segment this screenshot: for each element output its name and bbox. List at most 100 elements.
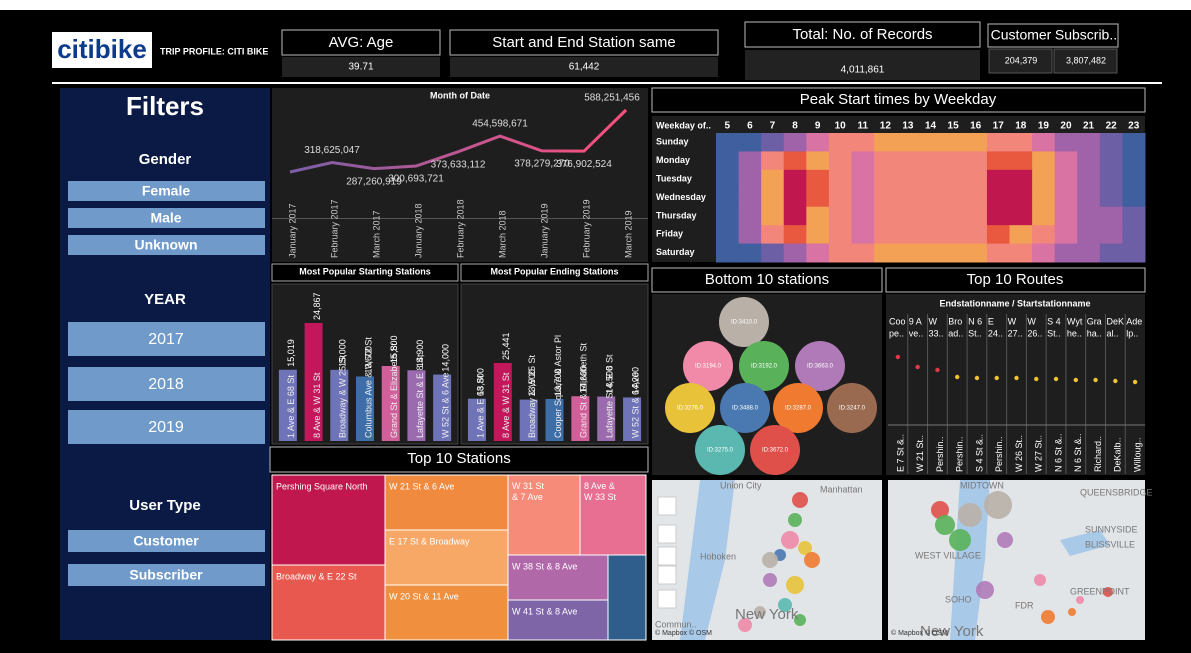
route-dot: [935, 367, 940, 373]
map-bubble: [976, 581, 994, 599]
heat-cell: [1054, 206, 1078, 226]
heat-cell: [919, 151, 943, 171]
route-bottom-label: N 6 St &..: [1073, 433, 1083, 472]
map-bubble: [792, 492, 808, 508]
heat-cell: [919, 206, 943, 226]
heat-cell: [1099, 206, 1123, 226]
map-bubble: [949, 529, 971, 551]
filter-button[interactable]: [68, 564, 265, 586]
route-bottom-label: N 6 St &..: [1053, 433, 1063, 472]
filter-option[interactable]: 2019: [148, 419, 184, 436]
route-bottom-label: DeKalb..: [1113, 437, 1123, 472]
tile-label-line: 8 Ave &: [584, 481, 615, 491]
heat-cell: [964, 151, 988, 171]
x-tick-label: February 2018: [455, 199, 465, 258]
heat-cell: [1054, 243, 1078, 263]
column-header: Endstationname / Startstationname: [939, 298, 1090, 308]
y-tick-label: Sunday: [656, 137, 689, 147]
heat-cell: [1009, 225, 1033, 245]
data-label: 14,600: [579, 366, 589, 394]
heat-cell: [1077, 206, 1101, 226]
map-control[interactable]: [657, 496, 677, 516]
map-control[interactable]: [657, 589, 677, 609]
filter-button[interactable]: [68, 208, 265, 228]
filter-option[interactable]: 2017: [148, 331, 184, 348]
data-label: 14,000: [441, 344, 451, 372]
map-control[interactable]: [657, 565, 677, 585]
kpi-value: 4,011,861: [841, 65, 885, 76]
heat-cell: [716, 133, 740, 152]
chart-title: Most Popular Ending Stations: [491, 266, 619, 276]
filter-option[interactable]: Male: [150, 210, 181, 226]
route-dot: [915, 364, 920, 370]
heat-cell: [828, 206, 852, 226]
data-label: 15,000: [338, 339, 348, 367]
filter-option[interactable]: Unknown: [135, 237, 198, 253]
heat-cell: [828, 188, 852, 208]
heat-cell: [716, 206, 740, 226]
tile-label: W 20 St & 11 Ave: [389, 591, 459, 601]
filter-button[interactable]: [68, 367, 265, 401]
station-bubble: [739, 341, 789, 391]
heat-cell: [919, 188, 943, 208]
heat-cell: [761, 225, 785, 245]
filter-option[interactable]: Subscriber: [129, 567, 203, 583]
filter-option[interactable]: 2018: [148, 376, 184, 393]
data-label: 15,019: [286, 339, 296, 367]
subtitle: TRIP PROFILE: CITI BIKE: [160, 46, 268, 56]
x-tick-label: 7: [770, 121, 776, 132]
y-tick-label: Saturday: [656, 247, 695, 257]
route-top-label: St..: [1047, 328, 1061, 338]
kpi-value-box: [988, 48, 1053, 74]
heat-cell: [896, 151, 920, 171]
filter-option[interactable]: Female: [142, 183, 190, 199]
filter-button[interactable]: [68, 235, 265, 255]
bar: [278, 369, 297, 441]
bubble-label: ID:3192.0: [751, 364, 778, 370]
x-tick-label: March 2017: [371, 210, 381, 258]
bar-category-label: Grand St & Elizabeth St: [389, 342, 399, 438]
map-bubble: [754, 606, 766, 618]
route-top-label: al..: [1106, 328, 1118, 338]
heat-cell: [941, 188, 965, 208]
map-bubble: [1034, 574, 1046, 586]
map-control[interactable]: [657, 524, 677, 544]
data-label: 454,598,671: [472, 119, 528, 130]
station-bubble: [683, 341, 733, 391]
map-label: Manhattan: [820, 484, 863, 494]
data-label: 287,260,919: [346, 176, 402, 187]
heat-cell: [1099, 133, 1123, 152]
heat-cell: [828, 169, 852, 189]
filter-option[interactable]: Customer: [133, 533, 199, 549]
tile-label: 8 Ave & W 33 St: [584, 481, 617, 502]
route-dot: [954, 374, 960, 380]
heat-cell: [761, 206, 785, 226]
heat-cell: [941, 169, 965, 189]
filter-button[interactable]: [68, 322, 265, 356]
map-control[interactable]: [657, 546, 677, 566]
filter-button[interactable]: [68, 181, 265, 201]
treemap-tile: [507, 474, 581, 556]
heat-cell: [964, 206, 988, 226]
heat-cell: [1032, 225, 1056, 245]
heat-cell: [1122, 133, 1146, 152]
map-bubble: [997, 532, 1013, 548]
heat-cell: [783, 243, 807, 263]
route-dot: [1132, 379, 1138, 385]
heat-cell: [806, 225, 830, 245]
filter-button[interactable]: [68, 530, 265, 552]
bubble-label: ID:3194.0: [695, 364, 722, 370]
map-label: FDR: [1015, 600, 1034, 610]
treemap-tile: [507, 554, 609, 601]
map-bubble: [1076, 596, 1084, 604]
bar: [433, 374, 452, 441]
x-tick-label: January 2018: [413, 203, 423, 258]
filter-button[interactable]: [68, 410, 265, 444]
heat-cell: [1099, 151, 1123, 171]
y-tick-label: Monday: [656, 155, 690, 165]
heat-cell: [986, 133, 1011, 152]
kpi-title: Subscrib..: [1055, 27, 1117, 43]
route-top-label: W: [929, 316, 938, 326]
map-label: GREENPOINT: [1070, 586, 1130, 596]
